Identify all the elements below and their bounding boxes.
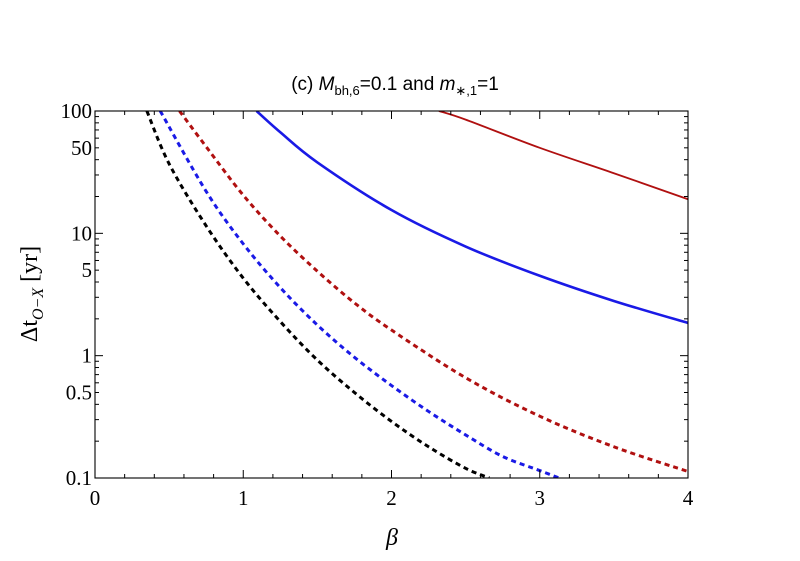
y-tick-label-0: 0.1 [66, 466, 92, 490]
plot-frame [94, 110, 689, 479]
x-tick-label-1: 1 [238, 486, 249, 510]
series-layer [145, 111, 688, 478]
x-tick-labels: 0 1 2 3 4 [90, 486, 694, 510]
title-mbh-subscript: bh,6 [334, 83, 359, 98]
y-label-subscript: O−X [30, 287, 47, 320]
ticks-layer [94, 110, 689, 479]
x-tick-label-4: 4 [683, 486, 694, 510]
y-label-unit: [yr] [17, 246, 43, 288]
y-tick-labels: 0.1 0.5 1 5 10 50 100 [61, 99, 93, 490]
series-line-1-dashed [158, 111, 560, 478]
y-tick-label-4: 10 [71, 221, 92, 245]
series-line-0-dashed [145, 111, 490, 478]
title-mstar-symbol: m [440, 74, 456, 95]
series-line-2-dashed [178, 111, 688, 473]
series-line-4-solid [438, 111, 688, 201]
series-line-3-solid [255, 111, 688, 325]
y-tick-label-2: 1 [82, 344, 93, 368]
title-connector: and [397, 74, 439, 95]
x-axis-label: β [385, 525, 398, 551]
chart-title: (c) Mbh,6=0.1 and m∗,1=1 [291, 74, 499, 98]
y-tick-label-3: 5 [82, 258, 93, 282]
title-prefix: (c) [291, 74, 318, 95]
title-mstar-value: =1 [477, 74, 499, 95]
y-tick-label-5: 50 [71, 136, 92, 160]
x-tick-label-2: 2 [386, 486, 397, 510]
title-mbh-value: =0.1 [360, 74, 398, 95]
title-mbh-symbol: M [319, 74, 335, 95]
x-tick-label-0: 0 [90, 486, 101, 510]
y-axis-label: ΔtO−X [yr] [17, 246, 47, 342]
y-tick-label-6: 100 [61, 99, 93, 123]
title-mstar-subscript: ∗,1 [455, 83, 477, 98]
y-label-main: Δt [17, 320, 43, 342]
x-tick-label-3: 3 [535, 486, 546, 510]
y-tick-label-1: 0.5 [66, 380, 92, 404]
